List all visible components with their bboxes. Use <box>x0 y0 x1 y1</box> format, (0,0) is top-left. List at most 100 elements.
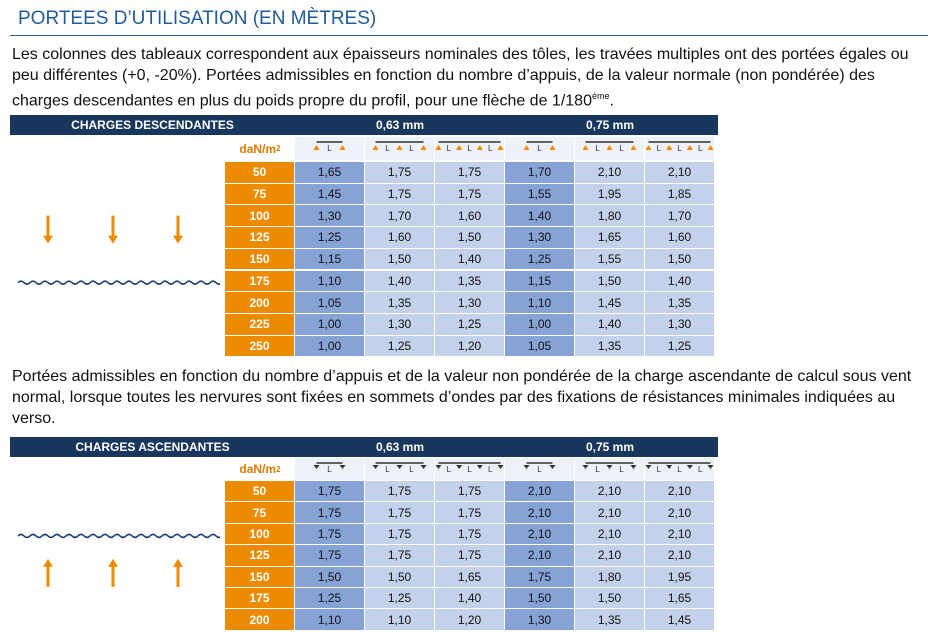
value-cell: 1,75 <box>435 523 505 546</box>
span-icon-cell: L <box>295 458 365 480</box>
value-cell: 1,75 <box>435 162 505 184</box>
value-cell: 1,00 <box>295 313 365 336</box>
span-icon: L <box>523 141 556 153</box>
support <box>645 465 652 469</box>
value-cell: 1,75 <box>435 183 505 206</box>
load-cell: 100 <box>225 523 295 546</box>
value-cell: 1,40 <box>435 248 505 271</box>
arrow-head <box>108 235 118 244</box>
support <box>549 465 556 469</box>
load-cell: 200 <box>225 609 295 631</box>
value-cell: 1,10 <box>505 292 575 314</box>
load-cell: 250 <box>225 335 295 358</box>
value-cell: 1,75 <box>365 523 435 546</box>
value-cell: 2,10 <box>575 502 645 524</box>
unit-sup: 2 <box>276 464 281 474</box>
value-cell: 1,40 <box>365 270 435 293</box>
span-icon: L <box>523 462 556 474</box>
arrow-head <box>43 558 53 567</box>
group-label: 0,75 mm <box>585 118 635 132</box>
support <box>476 145 483 150</box>
load-illustration <box>17 533 220 587</box>
note: Portées admissibles en fonction du nombr… <box>12 368 912 427</box>
value-cell: 1,75 <box>295 481 365 503</box>
value-cell: 1,45 <box>645 609 715 631</box>
value-cell: 1,00 <box>295 335 365 358</box>
value-cell: 1,50 <box>505 588 575 610</box>
value-cell: 1,35 <box>435 270 505 293</box>
value-cell: 2,10 <box>505 545 575 567</box>
value-cell: 1,30 <box>505 227 575 249</box>
value-cell: 2,10 <box>645 502 715 524</box>
support <box>686 465 693 469</box>
value-cell: 1,75 <box>365 502 435 524</box>
support <box>372 145 379 150</box>
value-cell: 2,10 <box>645 545 715 567</box>
value-cell: 1,50 <box>365 248 435 271</box>
value-cell: 1,50 <box>365 566 435 588</box>
support <box>456 145 463 150</box>
value-cell: 1,50 <box>575 588 645 610</box>
load-cell: 175 <box>225 270 295 293</box>
support <box>666 465 673 469</box>
value-cell: 1,15 <box>505 270 575 293</box>
sheet-profile <box>17 533 220 539</box>
span-label: L <box>657 144 662 153</box>
arrow-head <box>173 235 183 244</box>
value-cell: 1,25 <box>365 588 435 610</box>
value-cell: 1,40 <box>645 270 715 293</box>
table-ascending: CHARGES ASCENDANTES 0,63 mm 0,75 mm daN/m 2 L… <box>10 437 718 631</box>
intro-text: Les colonnes des tableaux correspondent … <box>12 46 909 110</box>
unit-header: daN/m 2 <box>225 458 295 480</box>
value-cell: 1,75 <box>295 545 365 567</box>
span-icon: L <box>313 462 346 474</box>
load-cell: 125 <box>225 227 295 249</box>
value-cell: 2,10 <box>575 481 645 503</box>
support <box>582 465 589 469</box>
load-cell: 225 <box>225 313 295 336</box>
value-cell: 1,20 <box>435 335 505 358</box>
value-cell: 1,25 <box>365 335 435 358</box>
value-cell: 2,10 <box>575 523 645 546</box>
group-label: 0,63 mm <box>375 440 425 454</box>
support <box>606 465 613 469</box>
page-title: PORTEES D’UTILISATION (EN MÈTRES) <box>18 8 377 29</box>
value-cell: 1,75 <box>295 523 365 546</box>
span-label: L <box>537 144 542 153</box>
load-cell: 150 <box>225 566 295 588</box>
value-cell: 1,65 <box>435 566 505 588</box>
value-cell: 1,75 <box>365 481 435 503</box>
value-cell: 1,65 <box>575 227 645 249</box>
value-cell: 1,60 <box>365 227 435 249</box>
value-cell: 2,10 <box>575 162 645 184</box>
table-header-bar <box>10 115 718 135</box>
value-cell: 1,75 <box>295 502 365 524</box>
value-cell: 1,35 <box>645 292 715 314</box>
value-cell: 2,10 <box>505 523 575 546</box>
span-label: L <box>698 465 703 474</box>
span-label: L <box>657 465 662 474</box>
support <box>686 145 693 150</box>
value-cell: 1,70 <box>365 205 435 228</box>
support <box>313 145 320 150</box>
value-cell: 1,25 <box>295 227 365 249</box>
intro: Les colonnes des tableaux correspondent … <box>12 44 912 111</box>
support <box>372 465 379 469</box>
value-cell: 1,25 <box>645 335 715 358</box>
span-label: L <box>698 144 703 153</box>
arrow-head <box>108 558 118 567</box>
span-label: L <box>409 465 414 474</box>
support <box>582 145 589 150</box>
arrow-head <box>173 558 183 567</box>
span-label: L <box>385 144 390 153</box>
